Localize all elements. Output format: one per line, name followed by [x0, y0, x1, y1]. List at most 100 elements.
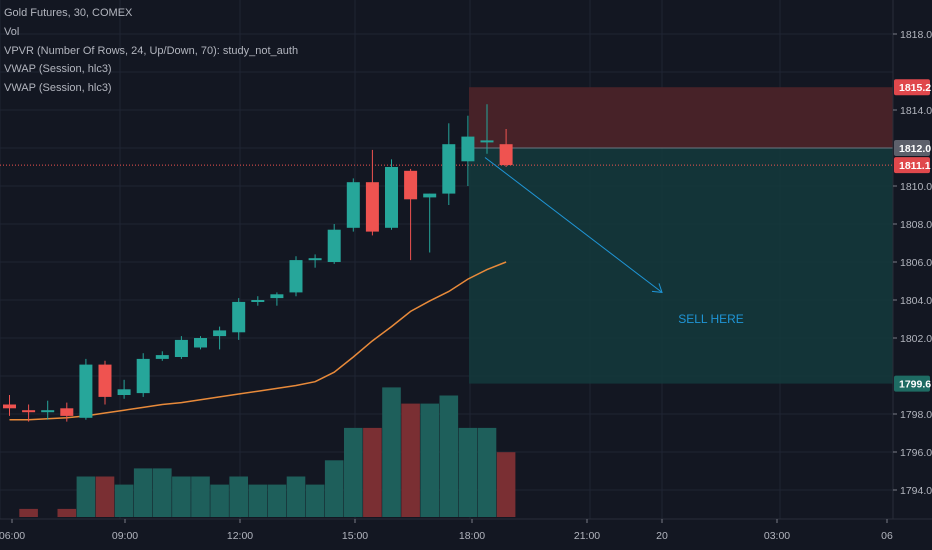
volume-bar — [191, 476, 210, 517]
volume-bar — [248, 484, 268, 517]
volume-bar — [153, 468, 172, 517]
candle-body — [385, 167, 398, 228]
legend-vpvr[interactable]: VPVR (Number Of Rows, 24, Up/Down, 70): … — [4, 44, 299, 57]
candle-body — [270, 294, 284, 299]
volume-bar — [458, 427, 478, 517]
candle-body — [22, 410, 36, 413]
price-tick-label: 1804.0 — [900, 295, 932, 307]
time-tick-label: 06:00 — [0, 530, 25, 542]
candle — [404, 168, 418, 261]
candle — [270, 292, 284, 306]
candle-body — [461, 136, 475, 162]
candle — [3, 395, 16, 416]
candle — [79, 358, 93, 420]
time-tick-label: 18:00 — [459, 530, 485, 542]
volume-bar — [95, 476, 115, 517]
time-axis-bg — [0, 519, 932, 550]
volume-bar — [401, 403, 420, 517]
candle — [194, 336, 207, 350]
price-tick-label: 1798.0 — [900, 409, 932, 421]
candle — [251, 296, 265, 306]
arrow-head — [651, 283, 663, 293]
volume-bar — [229, 476, 248, 517]
price-tick-label: 1808.0 — [900, 219, 932, 231]
volume-bar — [267, 484, 287, 517]
candle-series — [3, 104, 513, 422]
volume-series — [19, 387, 516, 517]
time-axis: 06:00 09:00 12:00 15:00 18:00 21:00 20 03:00 06 — [0, 518, 932, 550]
candle-body — [117, 389, 131, 395]
volume-bar — [210, 484, 229, 517]
price-tick-label: 1806.0 — [900, 257, 932, 269]
take-profit-zone — [469, 148, 893, 384]
time-tick-label: 15:00 — [342, 530, 368, 542]
candle — [60, 402, 74, 422]
candle — [174, 336, 188, 359]
arrow-line — [484, 157, 663, 293]
candle-body — [480, 140, 494, 143]
candle-body — [232, 301, 246, 333]
legend: Gold Futures, 30, COMEX Vol VPVR (Number… — [4, 4, 298, 98]
price-label-teal: 1799.6 — [894, 375, 931, 392]
candle-body — [3, 404, 16, 409]
legend-vwap-2[interactable]: VWAP (Session, hlc3) — [4, 82, 112, 95]
price-label-gray: 1812.0 — [894, 140, 931, 156]
candle — [365, 149, 379, 236]
candle — [308, 254, 322, 268]
candle — [289, 256, 303, 297]
price-label-red: 1811.1 — [894, 157, 931, 174]
time-tick-label: 12:00 — [227, 530, 253, 542]
candle-body — [98, 364, 112, 397]
time-tick-label: 03:00 — [764, 530, 790, 542]
volume-bar — [363, 427, 382, 517]
candle-body — [308, 258, 322, 261]
price-tick-label: 1802.0 — [900, 333, 932, 345]
price-label-text: 1811.1 — [899, 160, 931, 172]
price-label-text: 1815.2 — [899, 82, 931, 94]
price-label-box — [894, 140, 930, 156]
candle-body — [423, 193, 437, 198]
volume-bar — [344, 427, 363, 517]
candle — [136, 353, 150, 397]
price-tick-label: 1810.0 — [900, 181, 932, 193]
candle-body — [136, 358, 150, 394]
candle-body — [442, 144, 456, 194]
volume-bar — [439, 395, 459, 517]
price-label-box — [894, 157, 930, 174]
candle — [41, 400, 55, 420]
legend-vol[interactable]: Vol — [4, 25, 20, 38]
candle — [499, 129, 513, 167]
candle — [461, 115, 475, 186]
candle — [98, 360, 112, 405]
volume-bar — [172, 476, 191, 517]
candle-body — [499, 144, 513, 166]
time-tick-label: 09:00 — [112, 530, 138, 542]
volume-bar — [420, 403, 439, 517]
time-tick-label: 20 — [656, 530, 668, 542]
candle — [327, 224, 341, 264]
candle-body — [289, 260, 303, 293]
legend-vwap-1[interactable]: VWAP (Session, hlc3) — [4, 63, 112, 76]
candle — [480, 104, 494, 154]
price-label-text: 1812.0 — [899, 143, 931, 155]
legend-symbol[interactable]: Gold Futures, 30, COMEX — [4, 7, 133, 19]
candle-body — [213, 330, 227, 337]
candle-body — [174, 339, 188, 357]
volume-bar — [19, 508, 38, 517]
volume-bar — [286, 476, 306, 517]
price-label-box — [894, 375, 930, 392]
candle-body — [404, 170, 418, 200]
candle-body — [346, 182, 360, 228]
price-tick-label: 1794.0 — [900, 485, 932, 497]
candle-body — [251, 300, 265, 302]
candle-body — [41, 410, 55, 413]
volume-bar — [496, 452, 516, 517]
candle-body — [79, 364, 93, 418]
volume-bar — [477, 427, 497, 517]
volume-bar — [57, 508, 77, 517]
time-tick-label: 21:00 — [574, 530, 600, 542]
stop-loss-zone — [469, 87, 893, 148]
volume-bar — [133, 468, 153, 517]
candle-body — [365, 182, 379, 232]
